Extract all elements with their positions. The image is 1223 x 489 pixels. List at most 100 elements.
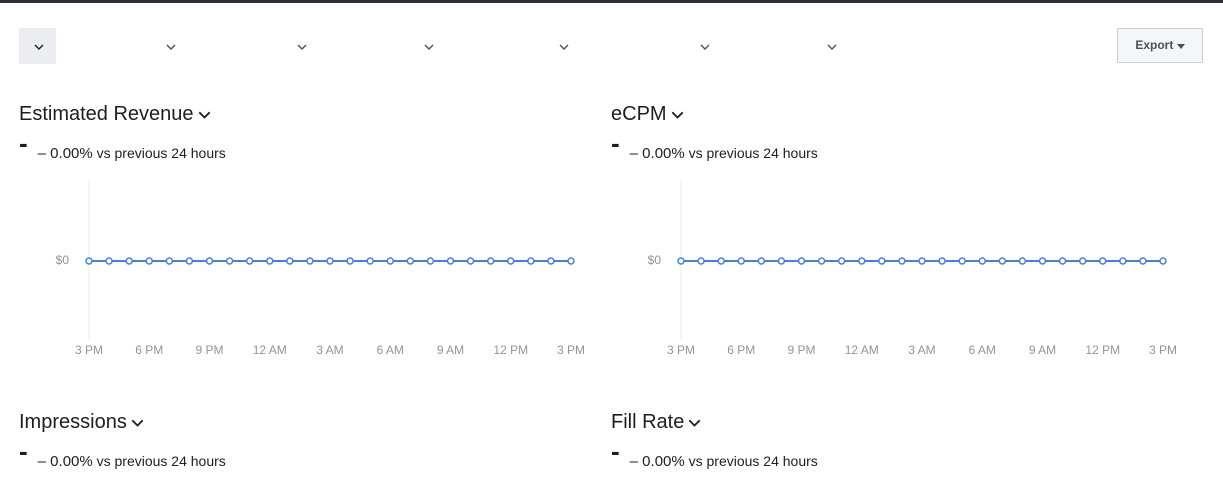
chevron (198, 111, 210, 119)
metric-title[interactable]: Estimated Revenue (19, 101, 599, 127)
point (507, 257, 515, 265)
point (105, 257, 113, 265)
x-tick-label: 12 AM (845, 343, 879, 357)
x-tick-label: 6 PM (727, 343, 755, 357)
metric-summary: - – 0.00% vs previous 24 hours (611, 130, 1191, 162)
metric-panel: Impressions - – 0.00% vs previous 24 hour… (19, 409, 599, 470)
point (527, 257, 535, 265)
metric-summary: - – 0.00% vs previous 24 hours (611, 438, 1191, 470)
x-tick-label: 3 PM (667, 343, 695, 357)
point (1078, 257, 1087, 265)
chevron (671, 111, 683, 119)
metric-panel: Estimated Revenue - – 0.00% vs previous 2… (19, 101, 599, 357)
point (306, 257, 314, 265)
y-tick-label: $0 (56, 253, 70, 267)
point (547, 257, 555, 265)
point (697, 257, 705, 265)
filter-dropdown[interactable] (19, 28, 56, 64)
x-tick-label: 9 AM (437, 343, 464, 357)
point (446, 257, 455, 265)
point (717, 257, 725, 265)
chart: $0 3 PM 6 PM 9 PM 12 AM 3 AM 6 AM 9 AM 12 PM 3 PM (648, 181, 1177, 357)
metric-change: – 0.00% (629, 453, 685, 470)
chevron (700, 44, 710, 51)
point (145, 257, 153, 265)
point (978, 257, 986, 265)
point (85, 257, 93, 265)
metric-change: – 0.00% (37, 453, 93, 470)
filter-dropdown[interactable] (294, 28, 307, 64)
point (1018, 257, 1027, 265)
x-tick-label: 3 PM (1149, 343, 1177, 357)
metric-value: - (611, 128, 620, 158)
point (466, 257, 475, 265)
export-label: Export (1135, 38, 1174, 52)
chevron (827, 44, 837, 51)
point (205, 257, 214, 265)
point (426, 257, 435, 265)
metric-title[interactable]: Fill Rate (611, 409, 1191, 435)
metric-comparison: vs previous 24 hours (688, 145, 818, 161)
point (918, 257, 926, 265)
x-tick-label: 12 PM (1085, 343, 1120, 357)
point (677, 257, 685, 265)
metric-title-text: Estimated Revenue (19, 103, 194, 125)
x-tick-label: 9 AM (1029, 343, 1056, 357)
point (958, 257, 966, 265)
metric-title-text: Fill Rate (611, 411, 685, 433)
filter-dropdown[interactable] (697, 28, 710, 64)
point (245, 257, 254, 265)
metric-comparison: vs previous 24 hours (96, 145, 226, 161)
x-tick-label: 9 PM (195, 343, 223, 357)
point (898, 257, 906, 265)
point (1139, 257, 1147, 265)
metric-summary: - – 0.00% vs previous 24 hours (19, 130, 599, 162)
metric-value: - (19, 128, 28, 158)
point (1099, 257, 1107, 265)
point (185, 257, 194, 265)
metric-change: – 0.00% (37, 145, 93, 162)
x-tick-label: 12 AM (253, 343, 287, 357)
point (567, 257, 575, 265)
chevron (131, 419, 144, 427)
x-tick-label: 3 PM (75, 343, 103, 357)
metric-comparison: vs previous 24 hours (96, 453, 226, 469)
x-tick-label: 12 PM (493, 343, 528, 357)
point (386, 257, 394, 265)
metric-title-text: Impressions (19, 411, 127, 433)
point (346, 257, 354, 265)
metric-summary: - – 0.00% vs previous 24 hours (19, 438, 599, 470)
filter-dropdown[interactable] (421, 28, 434, 64)
top-border (0, 0, 1223, 3)
metric-title[interactable]: Impressions (19, 409, 599, 435)
point (286, 257, 294, 265)
x-tick-label: 3 AM (908, 343, 935, 357)
point (878, 257, 886, 265)
point (1058, 257, 1067, 265)
point (737, 257, 745, 265)
metric-value: - (19, 436, 28, 466)
filter-dropdown[interactable] (824, 28, 837, 64)
point (406, 257, 415, 265)
caret (1176, 44, 1185, 49)
point (326, 257, 334, 265)
x-tick-label: 9 PM (787, 343, 815, 357)
export-button[interactable]: Export (1117, 28, 1203, 63)
point (1159, 257, 1167, 265)
point (938, 257, 946, 265)
point (777, 257, 786, 265)
filter-dropdown[interactable] (556, 28, 569, 64)
point (757, 257, 766, 265)
metric-comparison: vs previous 24 hours (688, 453, 818, 469)
chart: $0 3 PM 6 PM 9 PM 12 AM 3 AM 6 AM 9 AM 12 PM 3 PM (56, 181, 585, 357)
filter-dropdown[interactable] (163, 28, 176, 64)
metric-change: – 0.00% (629, 145, 685, 162)
point (858, 257, 866, 265)
point (165, 257, 174, 265)
y-tick-label: $0 (648, 253, 662, 267)
point (225, 257, 234, 265)
chevron (166, 44, 176, 51)
metric-title[interactable]: eCPM (611, 101, 1191, 127)
x-tick-label: 3 PM (557, 343, 585, 357)
